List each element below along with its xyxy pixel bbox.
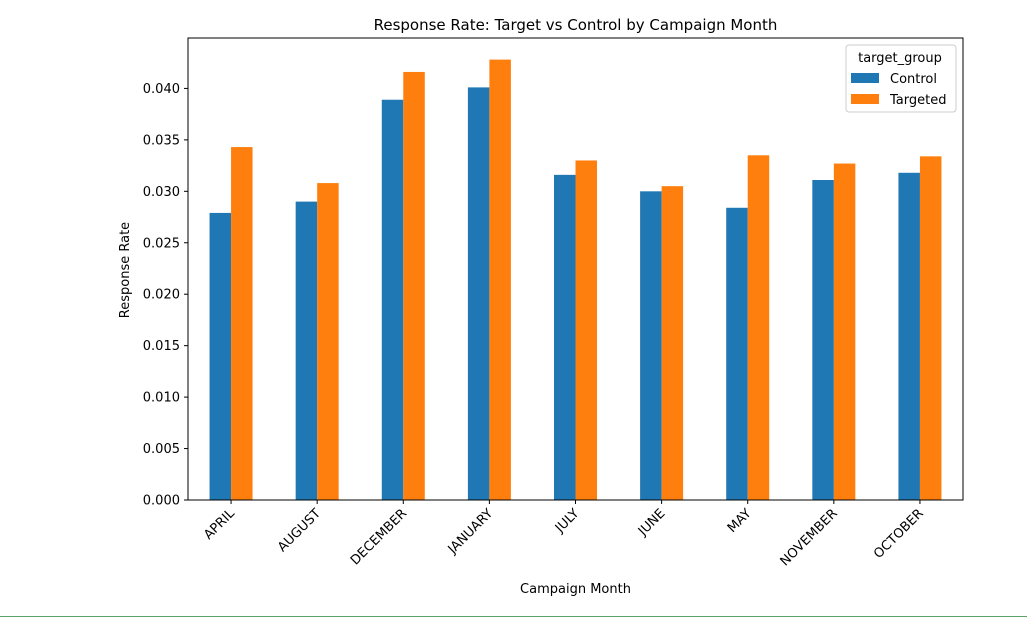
- y-tick-label: 0.000: [143, 494, 180, 509]
- y-tick-label: 0.020: [143, 288, 180, 303]
- bar-targeted-may: [747, 155, 770, 501]
- y-tick-label: 0.015: [143, 339, 180, 354]
- y-tick-label: 0.030: [143, 185, 180, 200]
- y-tick-label: 0.025: [143, 236, 180, 251]
- x-tick-label: JANUARY: [445, 506, 497, 558]
- bar-targeted-june: [661, 186, 684, 501]
- bar-targeted-april: [231, 147, 253, 501]
- y-tick-label: 0.005: [143, 442, 180, 457]
- bar-control-may: [726, 207, 748, 500]
- x-tick-label: JULY: [552, 506, 582, 536]
- bar-control-june: [640, 191, 662, 500]
- legend: target_group Control Targeted: [845, 44, 957, 113]
- bar-targeted-november: [833, 163, 856, 500]
- bar-control-december: [381, 99, 404, 501]
- bar-control-january: [467, 87, 490, 500]
- x-tick-label: NOVEMBER: [778, 506, 841, 569]
- legend-label-control: Control: [890, 72, 937, 87]
- bar-control-august: [295, 201, 318, 500]
- legend-label-targeted: Targeted: [889, 93, 946, 108]
- bar-control-november: [812, 179, 834, 500]
- y-tick-label: 0.035: [143, 133, 180, 148]
- x-tick-label: AUGUST: [275, 506, 324, 555]
- bar-control-july: [554, 174, 576, 501]
- legend-swatch-targeted: [851, 94, 879, 104]
- y-tick-label: 0.010: [143, 391, 180, 406]
- chart-title: Response Rate: Target vs Control by Camp…: [374, 16, 778, 34]
- legend-swatch-control: [851, 73, 879, 83]
- bar-targeted-december: [403, 71, 425, 501]
- bar-control-april: [209, 212, 232, 500]
- x-tick-label: MAY: [725, 506, 755, 536]
- y-axis-label: Response Rate: [118, 222, 133, 318]
- x-tick-label: JUNE: [635, 506, 668, 539]
- legend-title: target_group: [858, 51, 942, 66]
- x-axis-label: Campaign Month: [520, 582, 631, 597]
- bar-control-october: [898, 172, 920, 500]
- y-tick-label: 0.040: [143, 82, 180, 97]
- plot-area: 0.000 0.005 0.010 0.015 0.020 0.025 0.030 0.035…: [143, 37, 964, 569]
- bar-targeted-july: [575, 160, 597, 500]
- bar-targeted-august: [317, 183, 339, 501]
- bar-targeted-october: [919, 156, 942, 500]
- bar-targeted-january: [489, 59, 511, 500]
- x-tick-label: DECEMBER: [348, 506, 410, 568]
- x-tick-label: APRIL: [201, 506, 238, 543]
- x-tick-label: OCTOBER: [871, 506, 927, 562]
- footer-divider: [0, 616, 1027, 617]
